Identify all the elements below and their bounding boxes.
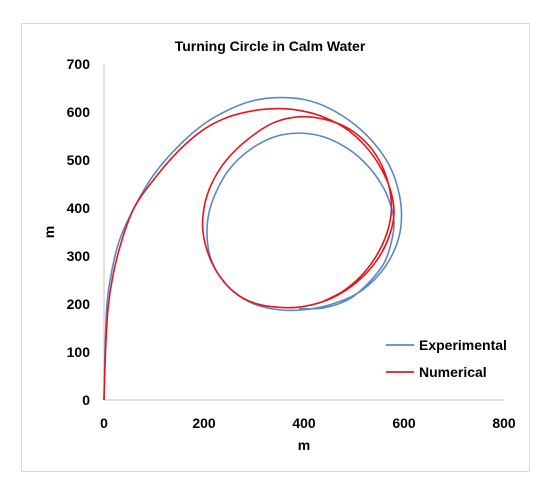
y-tick-label: 600: [67, 104, 91, 120]
x-axis-title: m: [298, 437, 310, 453]
y-tick-labels: 0 100 200 300 400 500 600 700: [67, 56, 91, 408]
chart-title: Turning Circle in Calm Water: [175, 38, 366, 54]
y-tick-label: 500: [67, 152, 91, 168]
y-tick-label: 700: [67, 56, 91, 72]
y-tick-label: 200: [67, 296, 91, 312]
x-tick-label: 0: [100, 415, 108, 431]
x-tick-label: 200: [192, 415, 216, 431]
x-tick-label: 800: [492, 415, 516, 431]
y-tick-label: 300: [67, 248, 91, 264]
series-line-experimental: [103, 96, 403, 401]
x-tick-labels: 0 200 400 600 800: [100, 415, 516, 431]
legend: Experimental Numerical: [386, 337, 507, 380]
y-tick-label: 0: [82, 392, 90, 408]
legend-label-experimental: Experimental: [419, 337, 507, 353]
series-line-numerical: [103, 107, 395, 401]
x-tick-label: 400: [292, 415, 316, 431]
x-tick-label: 600: [392, 415, 416, 431]
y-axis-title: m: [41, 226, 57, 238]
y-tick-label: 100: [67, 344, 91, 360]
legend-label-numerical: Numerical: [419, 364, 487, 380]
y-tick-label: 400: [67, 200, 91, 216]
